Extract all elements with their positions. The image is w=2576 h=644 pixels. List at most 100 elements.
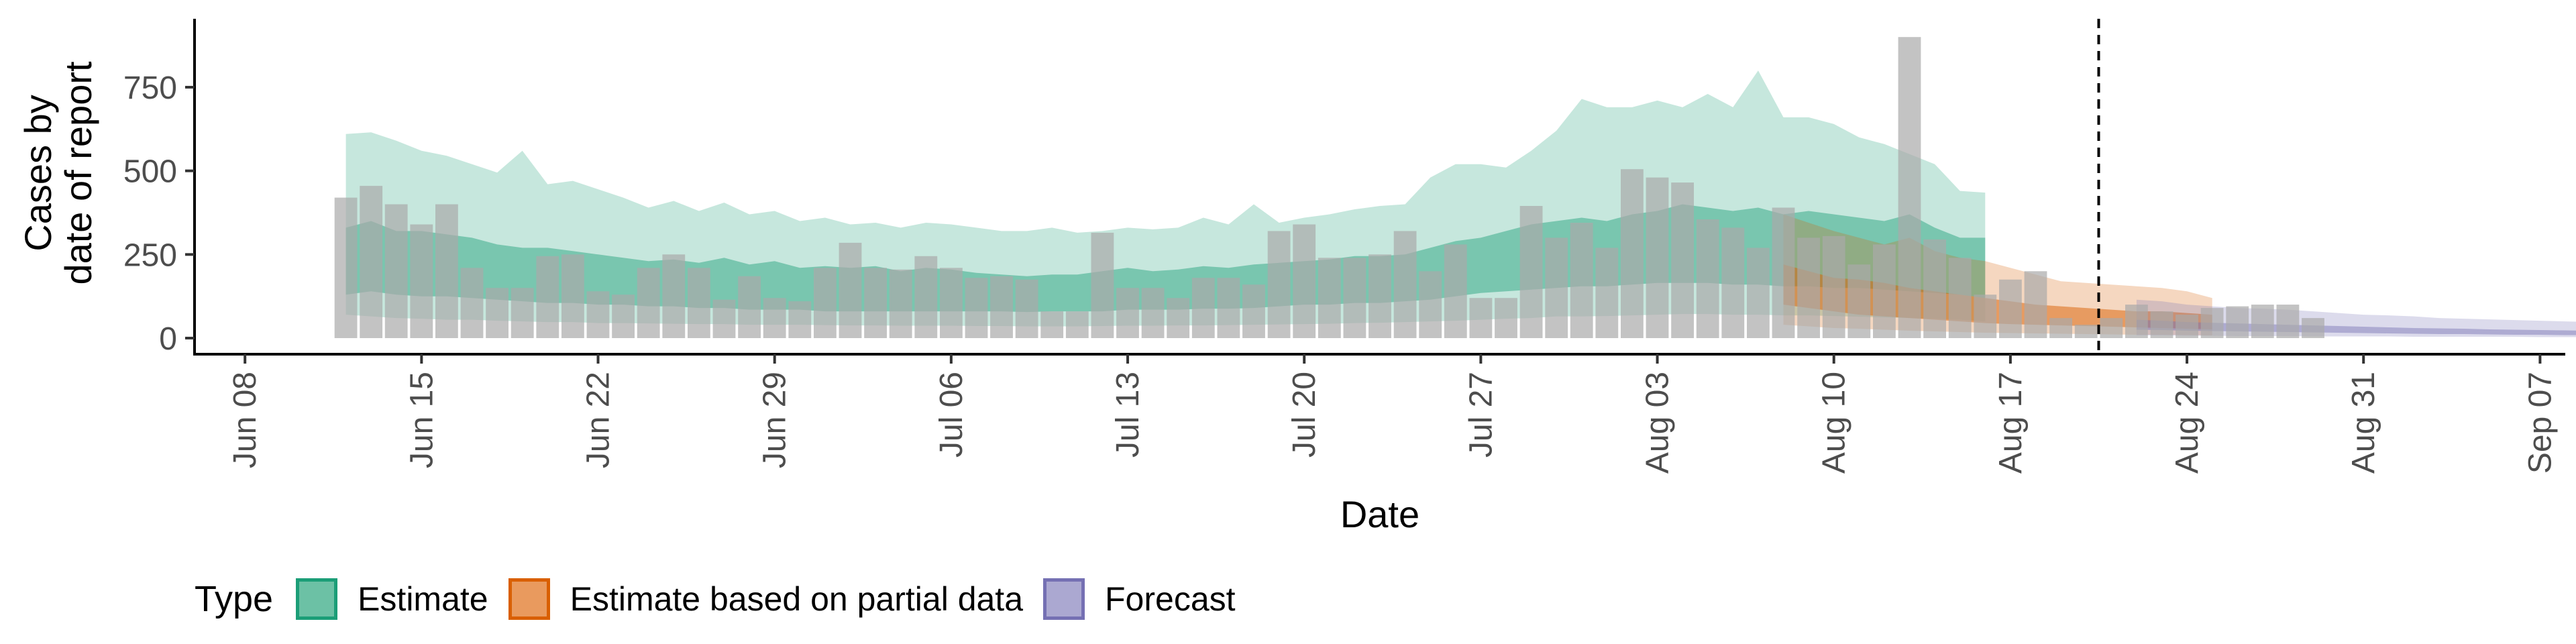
- reported-cases-bar: [384, 204, 408, 338]
- reported-cases-bar: [1923, 239, 1946, 338]
- reported-cases-bar: [990, 276, 1013, 338]
- reported-cases-bar: [864, 268, 887, 338]
- y-tick-label: 750: [123, 70, 177, 106]
- reported-cases-bar: [511, 288, 534, 338]
- reported-cases-bar: [1167, 298, 1190, 338]
- reported-cases-bar: [738, 276, 761, 338]
- reported-cases-bar: [1267, 231, 1291, 338]
- reported-cases-bar: [1343, 258, 1366, 338]
- x-tick-label: Aug 24: [2169, 372, 2205, 474]
- x-tick-label: Jun 22: [581, 372, 616, 468]
- reported-cases-bar: [662, 254, 686, 338]
- x-tick-label: Sep 07: [2522, 372, 2558, 474]
- reported-cases-bar: [1242, 284, 1265, 338]
- reported-cases-bar: [2100, 318, 2123, 338]
- reported-cases-bar: [1393, 231, 1417, 338]
- reported-cases-bar: [334, 197, 358, 338]
- reported-cases-bar: [460, 268, 484, 338]
- reported-cases-bar: [561, 254, 584, 338]
- reported-cases-bar: [1696, 219, 1719, 338]
- reported-cases-bar: [2226, 306, 2249, 338]
- legend-label-forecast: Forecast: [1105, 580, 1236, 618]
- x-tick-label: Jul 27: [1463, 372, 1499, 458]
- reported-cases-bar: [1797, 237, 1820, 338]
- reported-cases-bar: [1721, 227, 1745, 338]
- legend-label-partial: Estimate based on partial data: [570, 580, 1024, 618]
- reported-cases-bar: [914, 256, 938, 338]
- reported-cases-bar: [2049, 318, 2072, 338]
- legend-key-partial: [508, 578, 550, 620]
- reported-cases-bar: [940, 268, 963, 338]
- reported-cases-bar: [1318, 258, 1341, 338]
- reported-cases-bar: [1621, 169, 1644, 338]
- y-tick-label: 500: [123, 154, 177, 190]
- reported-cases-bar: [814, 268, 837, 338]
- x-tick-label: Aug 03: [1640, 372, 1676, 474]
- reported-cases-bar: [1116, 288, 1139, 338]
- reported-cases-bar: [889, 269, 912, 338]
- reported-cases-bar: [2074, 325, 2098, 338]
- reported-cases-bar: [788, 301, 812, 338]
- reported-cases-bar: [1368, 254, 1391, 338]
- legend-label-estimate: Estimate: [358, 580, 488, 618]
- reported-cases-bar: [2150, 311, 2174, 338]
- legend-key-forecast: [1043, 578, 1085, 620]
- reported-cases-bar: [360, 186, 383, 338]
- reported-cases-bar: [1671, 182, 1694, 338]
- reported-cases-bar: [1495, 298, 1517, 338]
- reported-cases-bar: [1948, 258, 1972, 338]
- reported-cases-bar: [410, 224, 433, 338]
- reported-cases-bar: [763, 298, 786, 338]
- reported-cases-bar: [612, 294, 635, 338]
- reported-cases-bar: [1873, 244, 1896, 338]
- reported-cases-bar: [1822, 235, 1845, 338]
- reported-cases-bar: [1646, 177, 1669, 338]
- reported-cases-bar: [536, 256, 559, 338]
- reported-cases-bar: [712, 299, 736, 338]
- axes: 0 250 500 750 Jun 08 Jun 15 Jun 22 Jun 29 Jul 06…: [123, 19, 2565, 474]
- reported-cases-bar: [1999, 279, 2022, 338]
- reported-cases-bar: [1847, 264, 1871, 338]
- reported-cases-bar: [1519, 206, 1543, 338]
- x-tick-label: Jun 08: [227, 372, 263, 468]
- reported-cases-bars: [334, 37, 2324, 338]
- reported-cases-bar: [1595, 248, 1619, 338]
- reported-cases-bar: [965, 278, 988, 338]
- axis-labels: Date Cases bydate of report: [17, 61, 1419, 535]
- reported-cases-bar: [688, 268, 710, 338]
- reported-cases-bar: [486, 288, 508, 338]
- reported-cases-bar: [1141, 288, 1165, 338]
- reported-cases-bar: [1469, 298, 1493, 338]
- reported-cases-bar: [2200, 308, 2224, 338]
- reported-cases-bar: [1974, 294, 1997, 338]
- reported-cases-bar: [839, 242, 862, 338]
- reported-cases-bar: [637, 268, 660, 338]
- reported-cases-bar: [2024, 271, 2047, 338]
- reported-cases-bar: [2302, 318, 2324, 338]
- reported-cases-bar: [1191, 278, 1215, 338]
- x-tick-label: Jul 20: [1287, 372, 1322, 458]
- reported-cases-bar: [2176, 315, 2198, 338]
- legend: Type Estimate Estimate based on partial …: [195, 576, 1256, 623]
- reported-cases-bar: [1217, 278, 1240, 338]
- reported-cases-bar: [586, 291, 610, 338]
- reported-cases-bar: [1065, 311, 1089, 338]
- x-tick-label: Aug 17: [1993, 372, 2029, 474]
- reported-cases-bar: [1898, 37, 1921, 338]
- reported-cases-bar: [1747, 248, 1770, 338]
- reported-cases-bar: [435, 204, 458, 338]
- reported-cases-bar: [1091, 232, 1114, 338]
- reported-cases-bar: [1419, 271, 1442, 338]
- reported-cases-bar: [1444, 244, 1467, 338]
- legend-title: Type: [195, 579, 274, 619]
- reported-cases-bar: [2251, 305, 2274, 338]
- reported-cases-bar: [1015, 279, 1038, 338]
- legend-item-forecast: Forecast: [1043, 578, 1236, 620]
- x-tick-label: Jul 13: [1110, 372, 1146, 458]
- x-tick-label: Aug 31: [2346, 372, 2381, 474]
- reported-cases-bar: [2125, 305, 2148, 338]
- reported-cases-bar: [1293, 224, 1316, 338]
- y-axis-title-line: Cases by: [17, 95, 59, 251]
- x-axis-title: Date: [1340, 493, 1419, 535]
- x-tick-label: Jun 29: [757, 372, 793, 468]
